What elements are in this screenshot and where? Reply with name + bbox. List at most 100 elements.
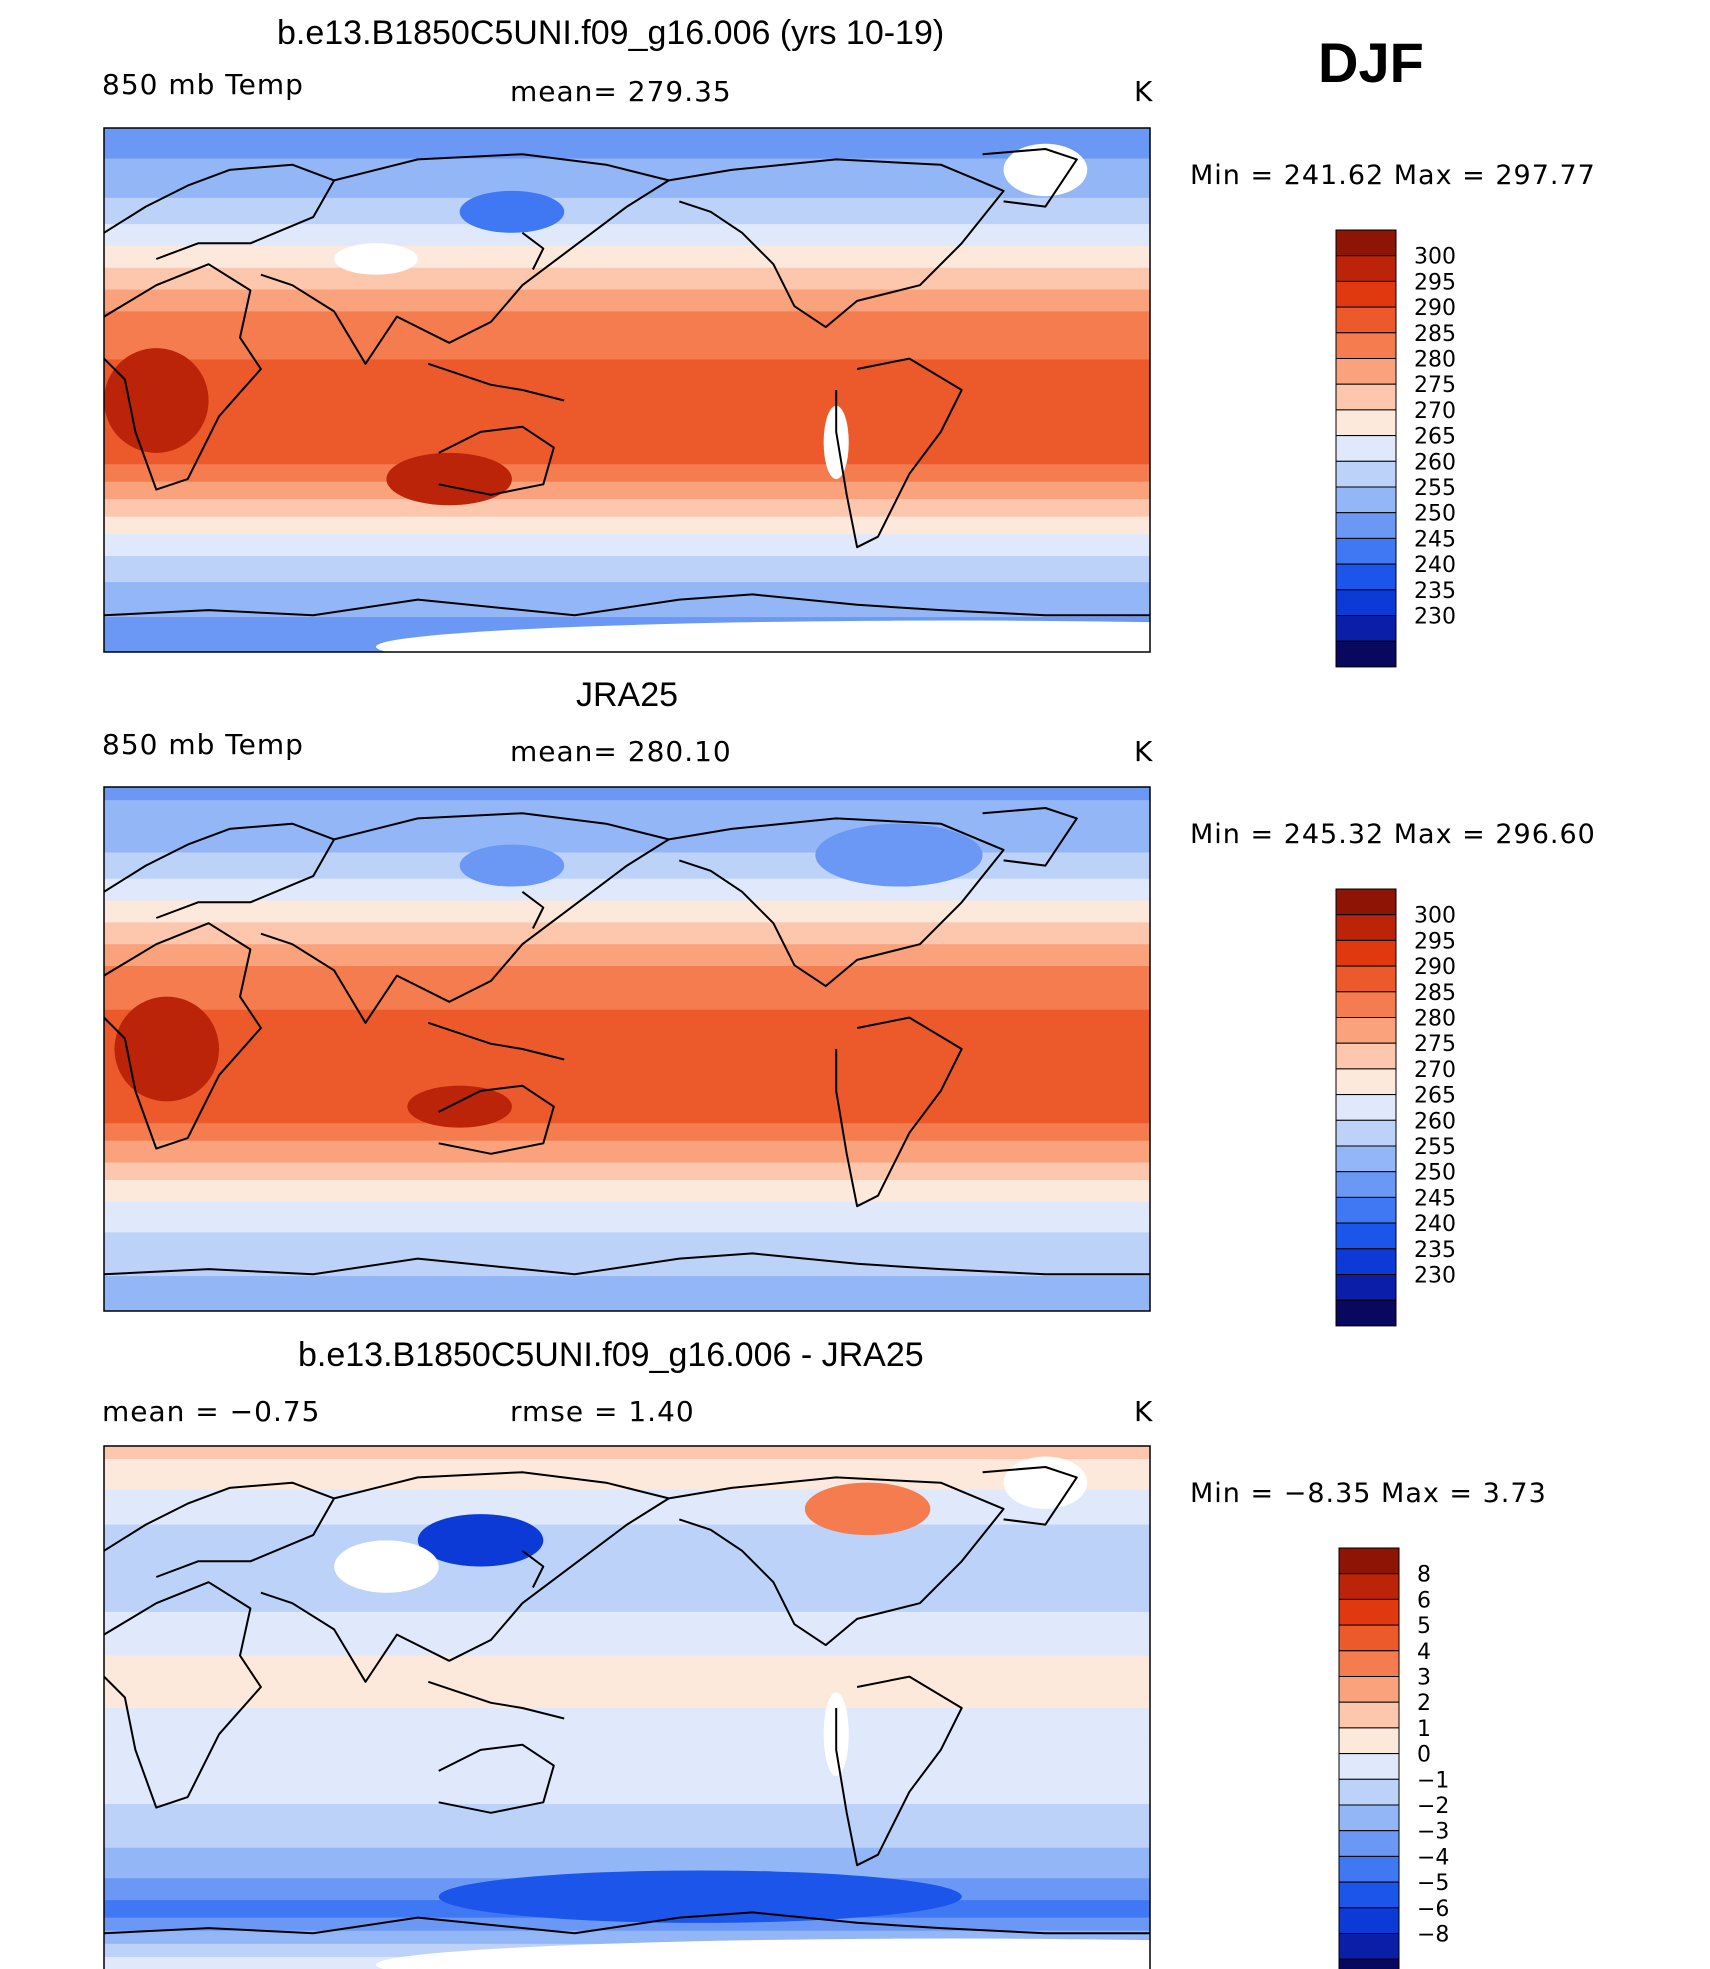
field-band [104,1276,1150,1282]
colorbar-tick-label: −6 [1417,1897,1449,1922]
field-band [104,1197,1150,1203]
colorbar-tick-label: 240 [1414,1212,1456,1237]
field-band [104,1677,1150,1683]
coastline-indonesia [427,362,565,402]
field-band [104,1459,1150,1465]
field-band [104,1568,1150,1574]
colorbar-tick-label: 235 [1414,1238,1456,1263]
field-band [104,1777,1150,1784]
field-band [104,1035,1150,1042]
field-band [104,1153,1150,1159]
field-band [104,1804,1150,1810]
colorbar-tick-label: 4 [1417,1640,1431,1665]
field-band [104,1734,1150,1740]
colorbar-tick-label: 285 [1414,322,1456,347]
field-band [104,193,1150,199]
field-band [104,821,1150,828]
colorbar-cell [1335,1068,1397,1096]
field-band [104,1546,1150,1552]
field-band [104,1825,1150,1832]
colorbar-cell [1335,460,1397,488]
field-band [104,1206,1150,1212]
field-band [104,1603,1150,1609]
field-band [104,569,1150,575]
colorbar-cell [1335,965,1397,993]
field-band [104,158,1150,164]
field-band [104,1214,1150,1221]
field-band [104,1232,1150,1238]
field-band [104,154,1150,160]
field-band [104,887,1150,893]
colorbar-cell [1338,1907,1400,1935]
panel3-units-label: K [1134,1395,1154,1428]
field-band [104,1219,1150,1225]
map-frame-2 [103,786,1151,1312]
field-band [104,446,1150,452]
field-band [104,1166,1150,1173]
field-band [104,145,1150,151]
field-band [104,1795,1150,1801]
field-band [104,979,1150,985]
colorbar-cell [1338,1573,1400,1600]
colorbar-tick-label: 240 [1414,553,1456,578]
field-band [104,865,1150,871]
field-band [104,617,1150,623]
field-band [104,390,1150,396]
colorbar-cell [1338,1830,1400,1857]
colorbar-cell [1335,1299,1397,1327]
colorbar-tick-label: 255 [1414,476,1456,501]
field-band [104,1686,1150,1692]
field-band [104,904,1150,911]
colorbar-cell [1335,1196,1397,1224]
field-band [104,197,1150,204]
colorbar-cell [1335,1017,1397,1044]
coastline-japan [521,1550,545,1588]
field-band [104,1528,1150,1535]
field-band [104,424,1150,431]
field-band [104,1939,1150,1945]
field-band [104,1821,1150,1827]
field-band [104,1136,1150,1142]
colorbar-cell [1338,1727,1400,1755]
map-panel-jra25 [104,787,1150,1311]
field-band [104,1590,1150,1596]
field-band [104,1228,1150,1234]
colorbar-cell [1335,229,1397,257]
colorbar-cell [1338,1598,1400,1626]
field-band [104,1537,1150,1543]
field-band [104,1847,1150,1853]
field-band [104,1830,1150,1836]
panel3-mean-label: mean = −0.75 [102,1395,321,1428]
field-band [104,1131,1150,1138]
field-band [104,939,1150,945]
field-band [104,843,1150,849]
field-band [104,621,1150,627]
coastline-europe [104,1481,336,1578]
colorbar-tick-label: 245 [1414,527,1456,552]
field-band [104,852,1150,858]
field-band [104,398,1150,404]
coastline-greenland [982,148,1078,208]
field-band [104,1712,1150,1718]
field-band [104,267,1150,273]
field-band [104,1293,1150,1299]
field-band [104,1616,1150,1622]
coastline-antarctica [104,1911,1150,1935]
field-band [104,525,1150,531]
field-band [104,878,1150,884]
field-band [104,1926,1150,1932]
field-band [104,1306,1150,1311]
field-band [104,1175,1150,1181]
field-band [104,324,1150,330]
field-band [104,1140,1150,1146]
field-band [104,1651,1150,1657]
field-band [104,1210,1150,1216]
field-band [104,1040,1150,1046]
field-band [104,1559,1150,1565]
field-band [104,534,1150,540]
field-band [104,1049,1150,1055]
field-band [104,494,1150,500]
field-band [104,1267,1150,1273]
field-band [104,128,1150,134]
missing-greenland [1003,1456,1088,1509]
